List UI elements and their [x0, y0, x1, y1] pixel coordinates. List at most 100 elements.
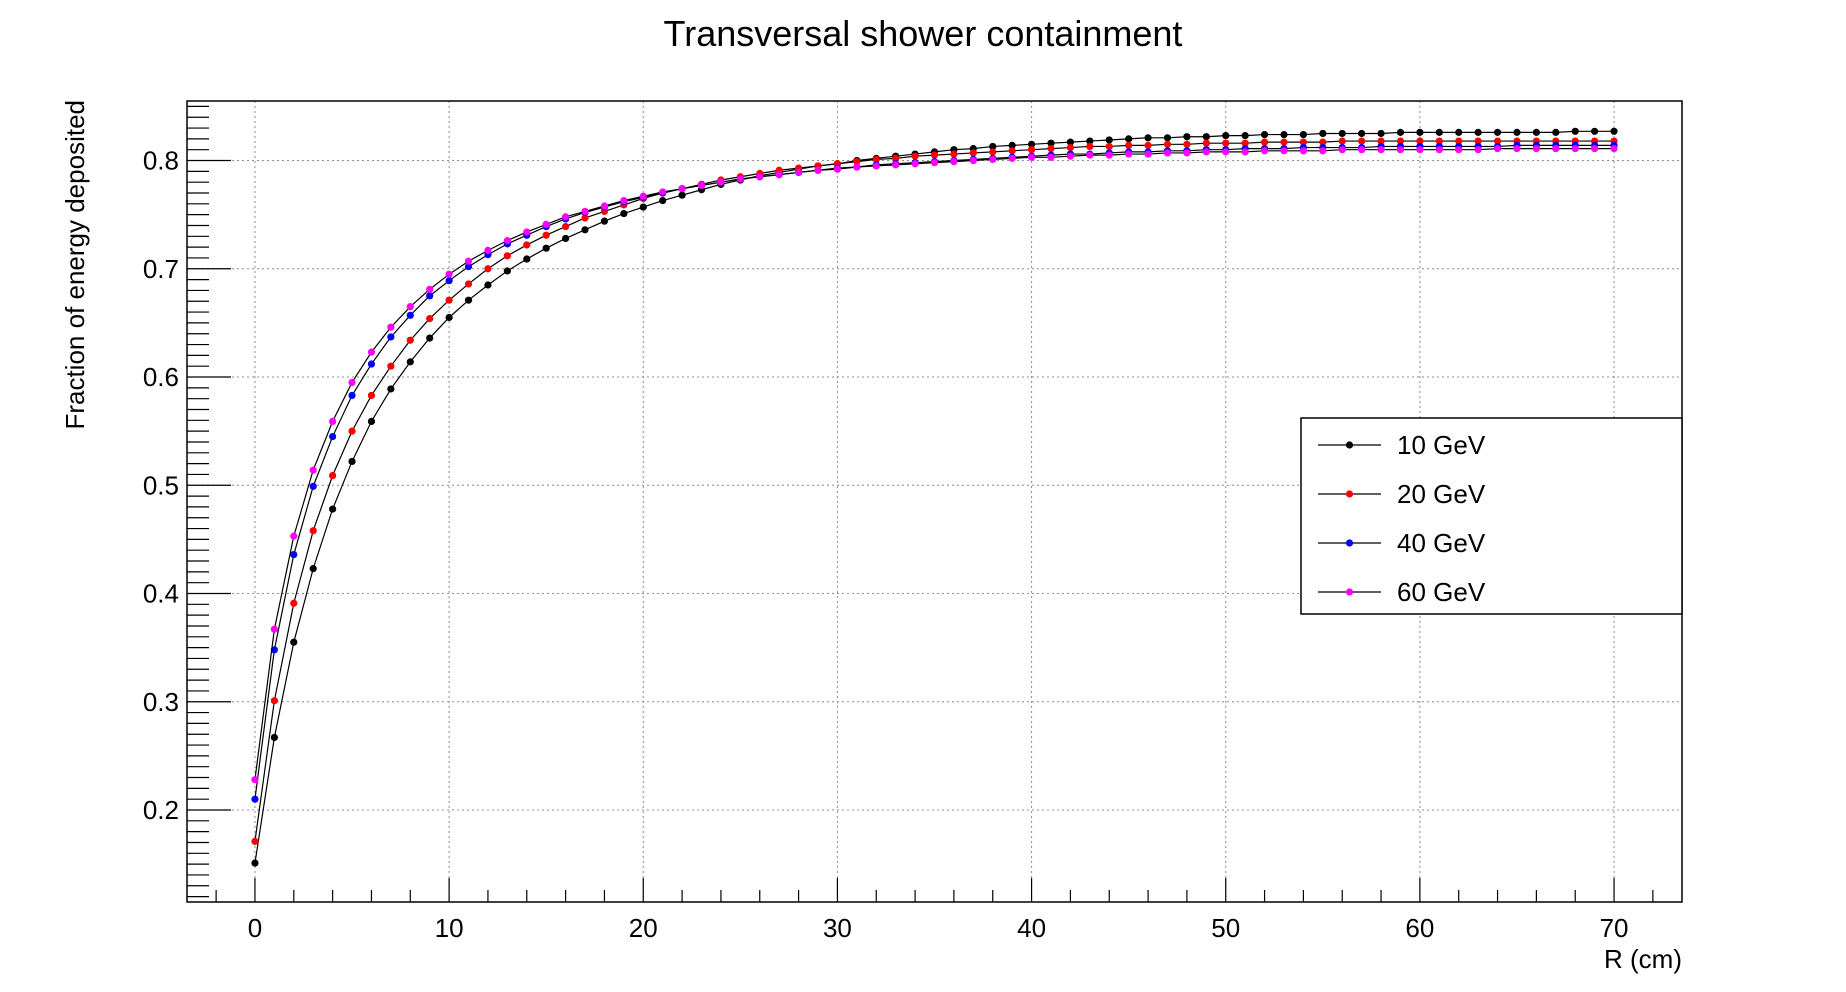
data-point — [853, 158, 861, 166]
data-point — [484, 246, 492, 254]
data-point — [309, 565, 317, 573]
data-point — [464, 263, 473, 271]
data-point — [1047, 145, 1055, 153]
data-point — [911, 152, 919, 160]
data-point — [930, 159, 939, 167]
data-point — [989, 142, 997, 151]
data-point — [659, 188, 667, 196]
data-point — [911, 160, 919, 168]
data-point — [290, 532, 298, 540]
data-point — [1299, 130, 1307, 139]
x-tick-label: 30 — [823, 913, 852, 943]
data-point — [1377, 146, 1385, 154]
data-point — [348, 427, 356, 435]
legend-label: 60 GeV — [1397, 577, 1486, 607]
data-point — [1552, 128, 1560, 136]
data-point — [1144, 134, 1152, 142]
data-point — [1066, 152, 1075, 160]
data-point — [1105, 151, 1113, 159]
data-point — [678, 185, 686, 193]
data-point — [1552, 145, 1560, 153]
data-point — [1474, 146, 1482, 154]
data-point — [1183, 140, 1191, 148]
data-point — [1513, 145, 1521, 153]
data-point — [1086, 151, 1094, 159]
legend-entry: 20 GeV — [1318, 479, 1486, 509]
data-point — [445, 313, 453, 322]
data-point — [853, 163, 861, 171]
data-point — [484, 265, 492, 273]
data-point — [1260, 138, 1269, 146]
x-tick-label: 40 — [1017, 913, 1046, 943]
data-point — [1358, 137, 1366, 145]
data-point — [1222, 132, 1230, 140]
data-point — [387, 385, 395, 393]
data-point — [562, 234, 570, 243]
data-point — [1202, 139, 1210, 147]
data-point — [1066, 143, 1075, 152]
legend-entry: 40 GeV — [1318, 528, 1486, 558]
data-point — [1319, 138, 1327, 146]
data-point — [872, 155, 880, 164]
data-point — [620, 209, 628, 218]
data-point — [1027, 140, 1036, 148]
data-point — [756, 173, 764, 181]
data-point — [1416, 146, 1424, 154]
data-point — [697, 181, 706, 190]
y-axis-title: Fraction of energy deposited — [60, 100, 90, 430]
data-point — [1416, 128, 1424, 136]
data-point — [950, 150, 958, 158]
data-point — [1008, 147, 1016, 155]
data-point — [1047, 139, 1055, 147]
y-tick-label: 0.6 — [143, 362, 179, 392]
data-point — [1435, 137, 1443, 145]
legend-marker — [1345, 539, 1354, 547]
data-point — [659, 196, 667, 205]
data-point — [445, 296, 453, 304]
data-point — [290, 599, 298, 607]
x-tick-label: 0 — [248, 913, 262, 943]
data-point — [1183, 149, 1191, 157]
series-20-gev — [251, 137, 1618, 845]
data-point — [1474, 128, 1482, 136]
data-point — [989, 155, 997, 164]
legend-marker — [1345, 588, 1354, 596]
data-point — [1455, 137, 1463, 145]
x-tick-label: 70 — [1600, 913, 1629, 943]
data-point — [1513, 128, 1521, 136]
data-point — [1086, 142, 1094, 151]
data-point — [542, 231, 550, 239]
data-point — [251, 837, 259, 845]
data-point — [1260, 130, 1269, 139]
data-point — [950, 158, 958, 166]
data-point — [1377, 129, 1385, 138]
y-tick-label: 0.5 — [143, 470, 179, 500]
data-point — [717, 178, 725, 186]
data-point — [406, 303, 414, 311]
data-point — [484, 281, 492, 289]
data-point — [1280, 147, 1288, 155]
data-point — [1416, 137, 1424, 145]
data-point — [426, 285, 434, 293]
data-point — [1610, 127, 1618, 135]
data-point — [1455, 146, 1463, 154]
x-tick-label: 50 — [1211, 913, 1240, 943]
data-point — [1202, 148, 1210, 156]
data-point — [1532, 145, 1540, 153]
data-point — [1241, 139, 1249, 147]
data-point — [1493, 145, 1502, 153]
data-point — [581, 226, 589, 234]
data-point — [1086, 137, 1094, 145]
data-point — [1241, 148, 1249, 156]
data-point — [600, 202, 609, 210]
data-point — [251, 859, 259, 867]
legend-label: 10 GeV — [1397, 430, 1486, 460]
x-axis-title: R (cm) — [1604, 944, 1682, 974]
data-point — [309, 527, 317, 535]
legend: 10 GeV 20 GeV 40 GeV 60 GeV — [1300, 417, 1683, 615]
data-point — [794, 168, 803, 177]
data-point — [464, 257, 473, 265]
data-point — [542, 220, 550, 228]
data-point — [1241, 132, 1249, 140]
